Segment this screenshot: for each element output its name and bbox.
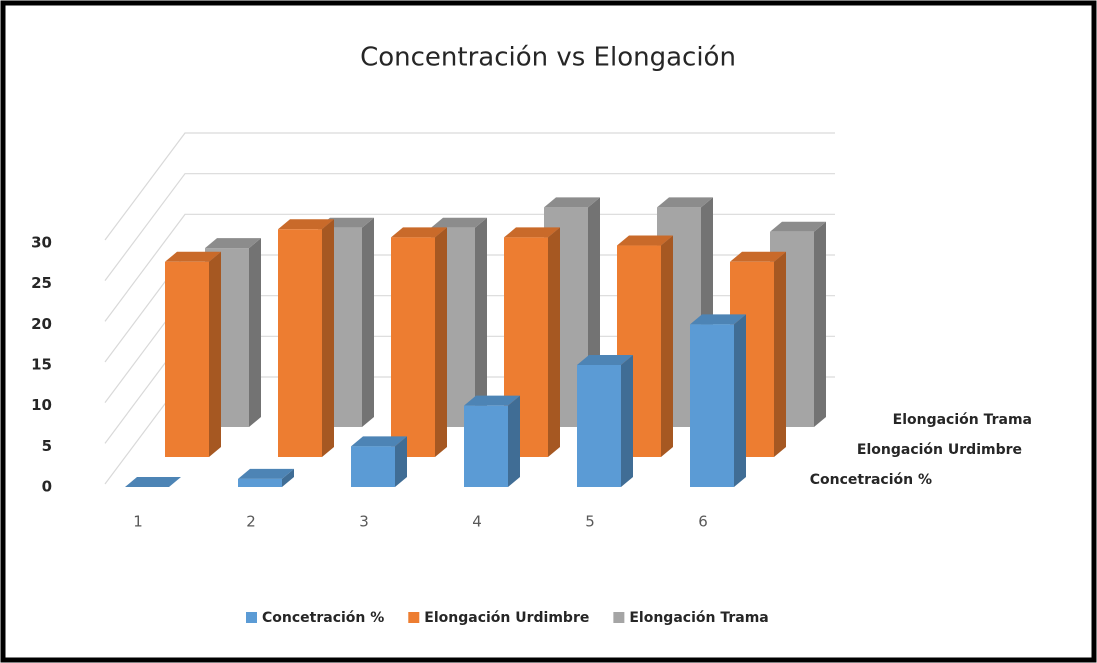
bar-side (508, 395, 520, 487)
bar-top (391, 227, 447, 238)
bar-front (577, 365, 621, 487)
legend-label: Elongación Trama (629, 610, 768, 626)
y-tick-label: 20 (31, 315, 52, 333)
bar-front (690, 324, 734, 487)
bar-top (205, 238, 261, 249)
bar (278, 219, 334, 457)
x-tick-label: 2 (246, 513, 256, 531)
bar (690, 314, 746, 487)
grid-line (104, 132, 835, 241)
bar-top (690, 314, 746, 325)
legend-swatch (408, 612, 420, 623)
chart-title: Concentración vs Elongación (360, 43, 736, 73)
bar (464, 395, 520, 487)
bar-side (548, 227, 560, 457)
bar-side (814, 221, 826, 427)
x-tick-label: 1 (133, 513, 143, 531)
bar-top (577, 355, 633, 365)
bar-front (351, 446, 395, 487)
bar-front (464, 405, 508, 487)
bar-top (464, 395, 520, 406)
bar (165, 251, 221, 457)
x-tick-label: 5 (585, 513, 595, 531)
bar-top (657, 197, 713, 208)
y-tick-label: 15 (31, 356, 52, 374)
bar-side (249, 238, 261, 427)
bar-top (504, 227, 560, 238)
y-tick-label: 25 (31, 274, 52, 292)
bar-top (238, 468, 294, 479)
bar-side (282, 468, 294, 487)
grid-line (104, 173, 835, 282)
bar-top (544, 197, 600, 208)
y-tick-label: 5 (42, 437, 52, 455)
bar-top (278, 219, 334, 230)
bar-side (475, 217, 487, 427)
bar-side (621, 355, 633, 487)
bar-top (351, 436, 407, 447)
bar-front (391, 237, 435, 457)
bar-top (617, 235, 673, 246)
x-tick-label: 4 (472, 513, 482, 531)
bar-top (770, 221, 826, 232)
bar (391, 227, 447, 457)
bar-front (165, 261, 209, 457)
bar-side (435, 227, 447, 457)
x-tick-label: 6 (698, 513, 708, 531)
bar-front (238, 478, 282, 487)
x-tick-label: 3 (359, 513, 369, 531)
bar-side (661, 235, 673, 457)
bar-front (278, 229, 322, 457)
y-tick-label: 0 (42, 478, 52, 496)
bar-top (730, 251, 786, 262)
row-label: Concetración % (810, 472, 932, 488)
bar (125, 477, 181, 487)
bar (238, 468, 294, 487)
bar (577, 355, 633, 487)
grid-line (104, 213, 835, 322)
legend-swatch (613, 612, 625, 623)
bar-side (395, 436, 407, 487)
bar-side (209, 251, 221, 457)
y-tick-label: 30 (31, 234, 52, 252)
row-label: Elongación Urdimbre (857, 442, 1022, 458)
legend-label: Concetración % (262, 610, 384, 626)
bar-side (774, 251, 786, 457)
bar-side (734, 314, 746, 487)
bar-side (362, 217, 374, 427)
y-tick-label: 10 (31, 396, 52, 414)
bar (351, 436, 407, 487)
row-label: Elongación Trama (893, 412, 1032, 428)
bar-top (125, 477, 181, 487)
bar-top (431, 217, 487, 228)
legend-swatch (246, 612, 257, 623)
legend-label: Elongación Urdimbre (424, 610, 589, 626)
bar-top (165, 251, 221, 262)
bar-side (322, 219, 334, 457)
